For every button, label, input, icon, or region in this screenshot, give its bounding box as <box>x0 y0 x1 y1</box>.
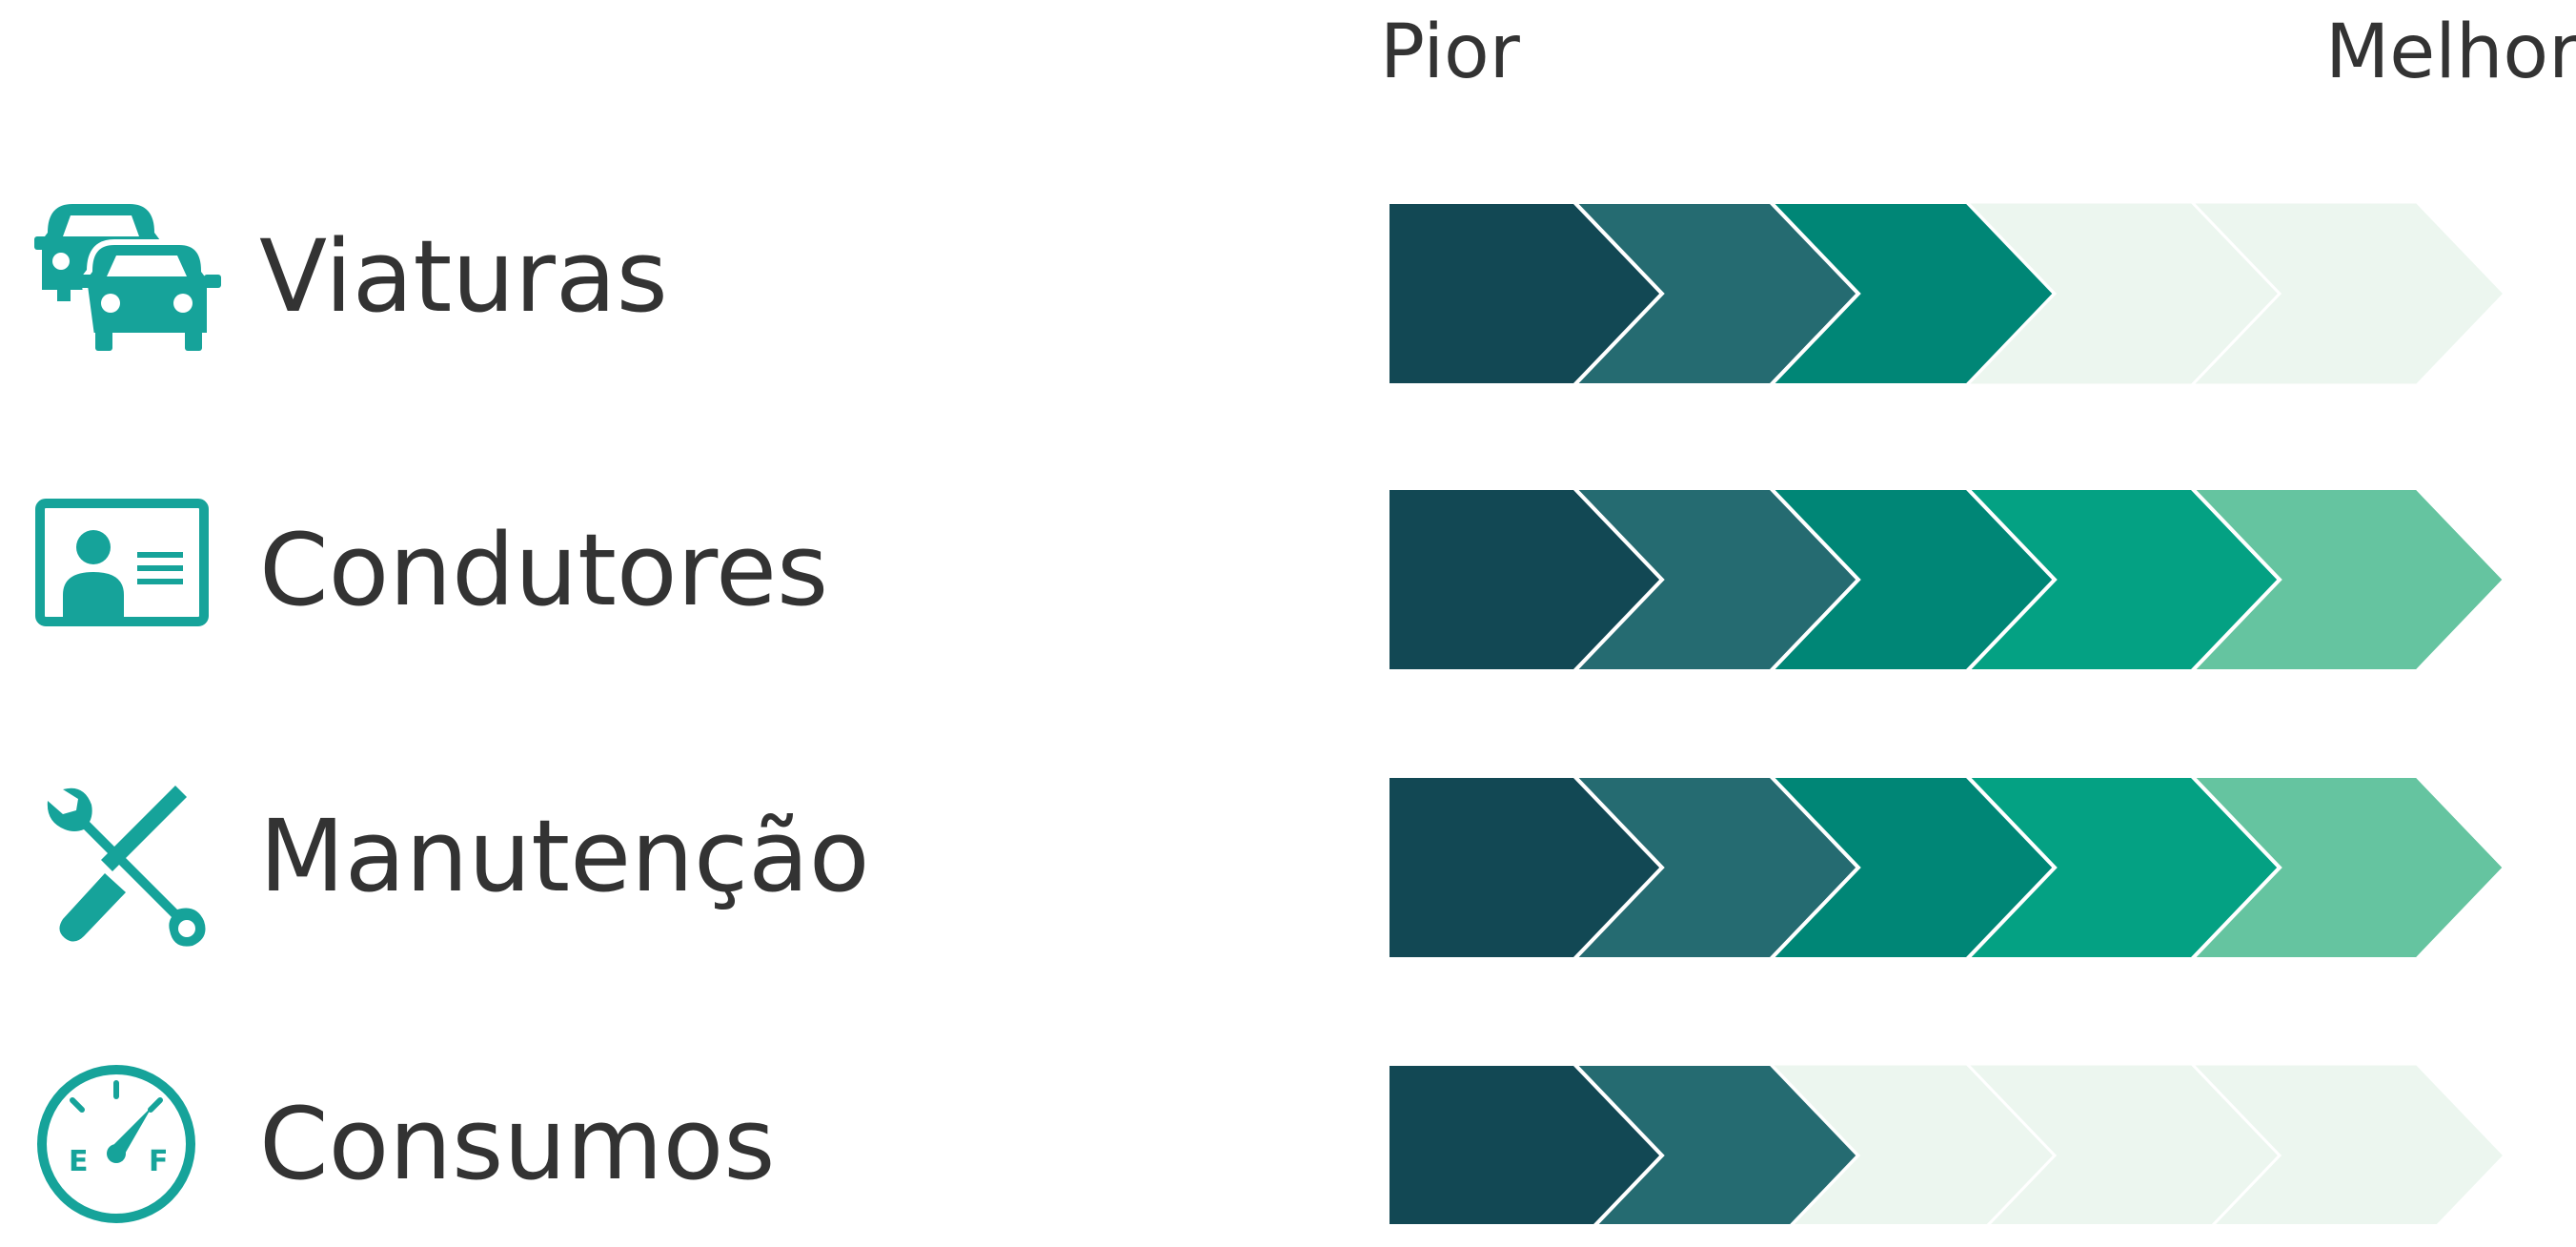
chevron-segment-viaturas-5-empty <box>2188 200 2507 387</box>
chevron-segment-consumos-5-empty <box>2188 1062 2507 1224</box>
scale-best-label: Melhor <box>2325 10 2576 95</box>
driver-id-card-icon <box>35 499 209 626</box>
rating-row-manutencao <box>1386 774 2507 961</box>
category-label-viaturas: Viaturas <box>259 218 668 335</box>
category-label-consumos: Consumos <box>259 1086 776 1202</box>
fuel-gauge-icon: E F <box>37 1065 195 1223</box>
chevron-segment-condutores-5-filled <box>2187 486 2507 673</box>
category-label-manutencao: Manutenção <box>259 798 870 914</box>
rating-row-consumos <box>1386 1062 2507 1224</box>
category-label-condutores: Condutores <box>259 512 829 628</box>
gauge-full-mark: F <box>149 1145 169 1178</box>
scale-worst-label: Pior <box>1380 10 1520 95</box>
rating-row-condutores <box>1386 486 2507 673</box>
chevron-segment-manutencao-5-filled <box>2187 774 2507 961</box>
gauge-empty-mark: E <box>69 1145 89 1178</box>
cars-icon <box>34 204 221 351</box>
wrench-screwdriver-icon <box>47 786 206 947</box>
rating-row-viaturas <box>1386 200 2507 387</box>
